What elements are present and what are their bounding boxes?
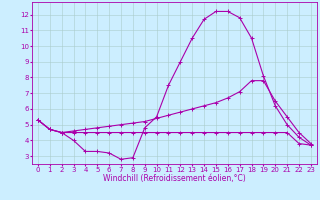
X-axis label: Windchill (Refroidissement éolien,°C): Windchill (Refroidissement éolien,°C) — [103, 174, 246, 183]
